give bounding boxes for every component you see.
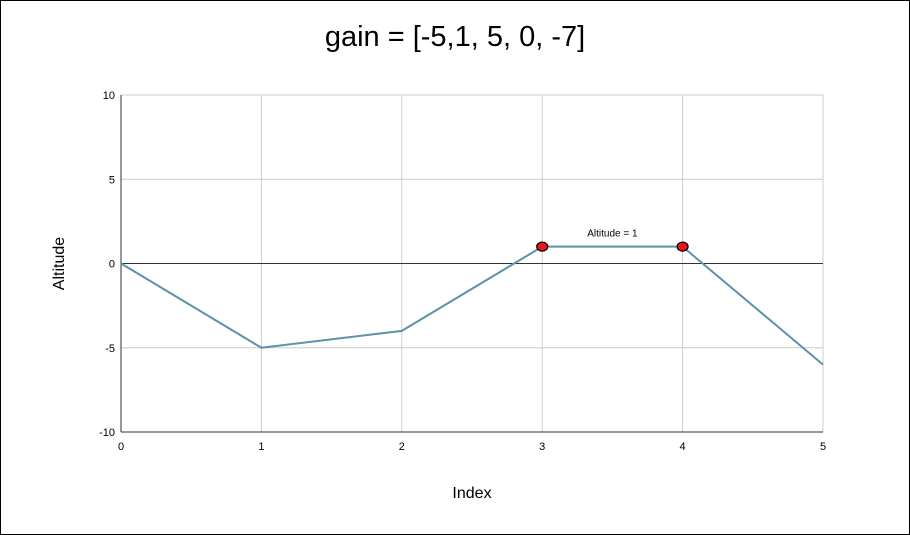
x-tick-label: 2 <box>399 441 405 453</box>
y-axis-title: Altitude <box>51 237 68 290</box>
chart-title: gain = [-5,1, 5, 0, -7] <box>324 21 586 53</box>
y-tick-label: 10 <box>103 90 115 102</box>
y-tick-label: -5 <box>105 343 115 355</box>
x-tick-label: 0 <box>118 441 124 453</box>
y-tick-label: -10 <box>99 427 115 439</box>
axis-layer <box>120 95 823 433</box>
highlight-point <box>536 241 549 252</box>
highlight-point <box>676 241 689 252</box>
x-tick-label: 5 <box>820 441 826 453</box>
series-line <box>120 245 824 366</box>
y-tick-label: 0 <box>109 259 115 271</box>
x-tick-label: 1 <box>258 441 264 453</box>
series-layer <box>120 241 824 366</box>
x-tick-label: 4 <box>680 441 686 453</box>
y-tick-label: 5 <box>109 174 115 186</box>
x-axis-title: Index <box>452 485 491 502</box>
x-tick-label: 3 <box>539 441 545 453</box>
annotation-label: Altitude = 1 <box>587 229 638 240</box>
